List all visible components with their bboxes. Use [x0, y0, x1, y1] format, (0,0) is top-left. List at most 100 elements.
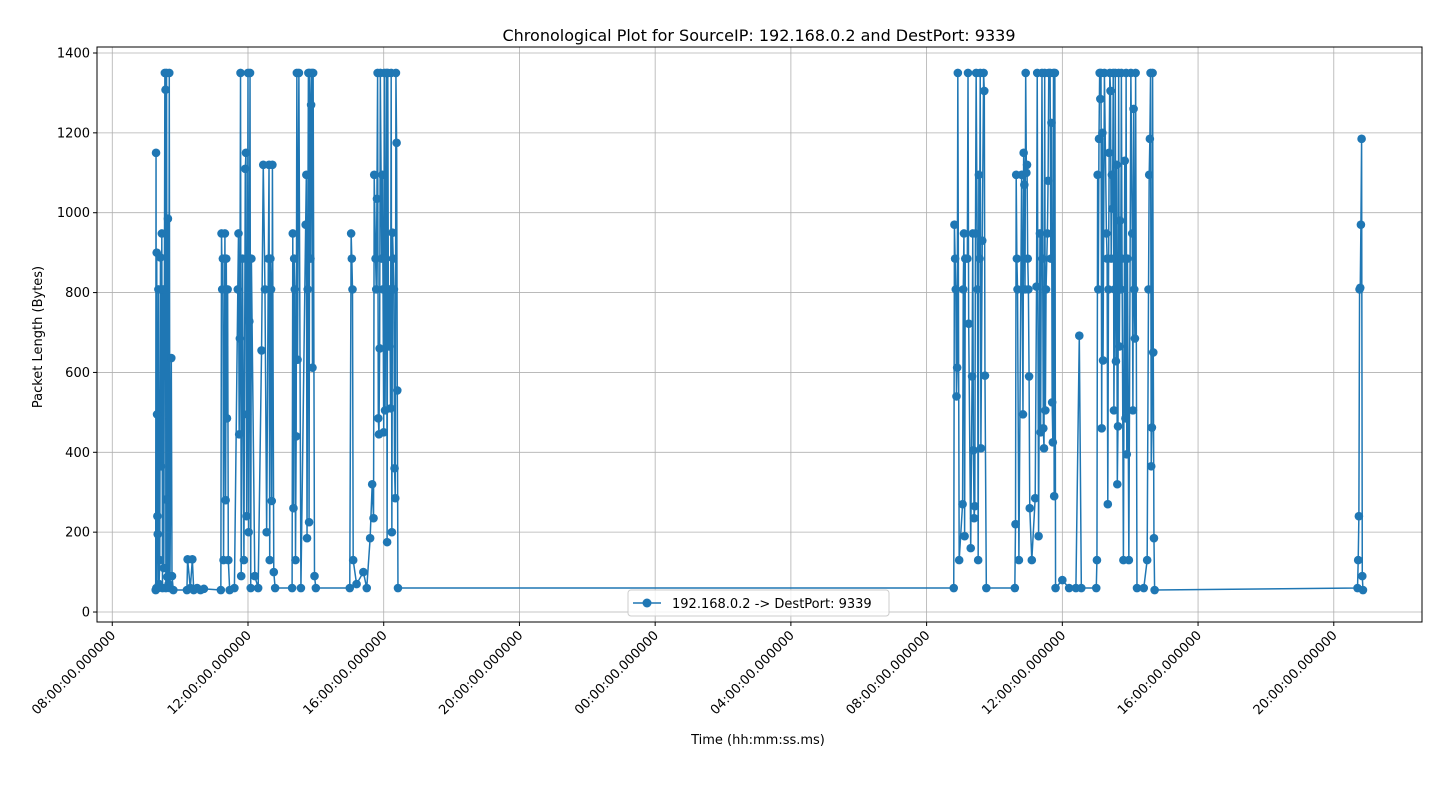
data-point	[1034, 531, 1043, 541]
data-point	[199, 584, 209, 594]
data-point	[966, 543, 976, 553]
data-point	[390, 463, 399, 473]
data-point	[1038, 254, 1047, 263]
data-point	[239, 555, 249, 565]
data-point	[308, 363, 317, 372]
data-point	[974, 170, 984, 180]
data-point	[1124, 555, 1134, 565]
data-point	[1106, 86, 1115, 96]
data-point	[234, 430, 244, 439]
data-point	[220, 229, 230, 238]
data-point	[1353, 555, 1363, 565]
data-point	[1019, 148, 1028, 158]
data-point	[1146, 461, 1156, 471]
data-point	[1149, 533, 1159, 543]
data-point	[1116, 285, 1125, 294]
data-point	[158, 285, 168, 294]
y-tick-label: 1000	[57, 206, 90, 221]
data-point	[1027, 555, 1037, 565]
plot-area	[96, 46, 1423, 623]
data-point	[287, 583, 297, 593]
data-point	[230, 583, 239, 593]
data-point	[269, 567, 279, 577]
data-point	[970, 501, 980, 511]
data-point	[152, 410, 162, 419]
data-point	[223, 285, 232, 294]
data-point	[288, 229, 298, 238]
data-point	[391, 68, 401, 78]
data-point	[952, 363, 962, 372]
data-point	[290, 285, 300, 294]
data-point	[1129, 104, 1138, 114]
data-point	[1103, 499, 1113, 509]
data-point	[348, 285, 357, 294]
data-point	[294, 68, 304, 78]
data-point	[289, 503, 298, 513]
data-point	[979, 68, 988, 78]
data-point	[311, 583, 321, 593]
data-point	[1130, 334, 1140, 343]
data-point	[1144, 285, 1153, 294]
data-point	[243, 410, 252, 419]
data-point	[1113, 479, 1122, 489]
data-point	[163, 214, 173, 223]
grid-lines	[97, 47, 1422, 622]
data-point	[233, 285, 243, 294]
data-point	[1021, 68, 1030, 78]
data-point	[971, 229, 980, 238]
y-axis-label: Packet Length (Bytes)	[31, 266, 46, 408]
data-point	[1020, 180, 1029, 190]
data-point	[371, 285, 381, 294]
data-point	[969, 446, 978, 455]
data-point	[1121, 414, 1130, 423]
data-point	[1148, 348, 1158, 357]
data-point	[967, 372, 977, 381]
data-point	[246, 583, 256, 593]
data-point	[384, 342, 394, 351]
data-point	[375, 344, 384, 353]
data-point	[260, 285, 270, 294]
data-point	[240, 164, 250, 174]
data-point	[1096, 94, 1105, 104]
data-point	[384, 332, 393, 341]
data-point	[244, 527, 253, 537]
data-point	[1123, 254, 1132, 263]
data-point	[980, 371, 990, 380]
data-point	[253, 583, 263, 593]
data-point	[347, 254, 357, 263]
data-point	[1139, 583, 1149, 593]
data-point	[1107, 170, 1117, 180]
data-point	[151, 148, 161, 158]
data-point	[1077, 583, 1086, 593]
data-point	[301, 220, 310, 229]
data-point	[388, 254, 398, 263]
data-point	[386, 404, 395, 413]
data-point	[1150, 585, 1159, 595]
data-point	[1024, 285, 1033, 294]
data-point	[1357, 134, 1366, 144]
data-point	[247, 254, 256, 263]
data-point	[1051, 583, 1060, 593]
data-point	[346, 229, 356, 238]
data-point	[304, 517, 314, 527]
data-point	[169, 585, 178, 595]
data-point	[951, 285, 961, 294]
data-point	[291, 432, 301, 441]
data-point	[236, 571, 246, 581]
data-point	[1120, 156, 1130, 166]
data-point	[382, 537, 392, 547]
data-point	[1022, 168, 1031, 178]
data-point	[952, 392, 961, 401]
data-point	[303, 285, 313, 294]
series-layer	[151, 68, 1368, 595]
data-point	[390, 493, 400, 503]
data-point	[392, 138, 401, 148]
data-point	[153, 511, 162, 521]
data-point	[949, 583, 959, 593]
data-point	[1110, 285, 1119, 294]
y-tick-label: 400	[65, 446, 90, 461]
data-point	[306, 254, 315, 263]
data-point	[293, 355, 302, 364]
data-point	[387, 527, 397, 537]
data-point	[1014, 555, 1024, 565]
